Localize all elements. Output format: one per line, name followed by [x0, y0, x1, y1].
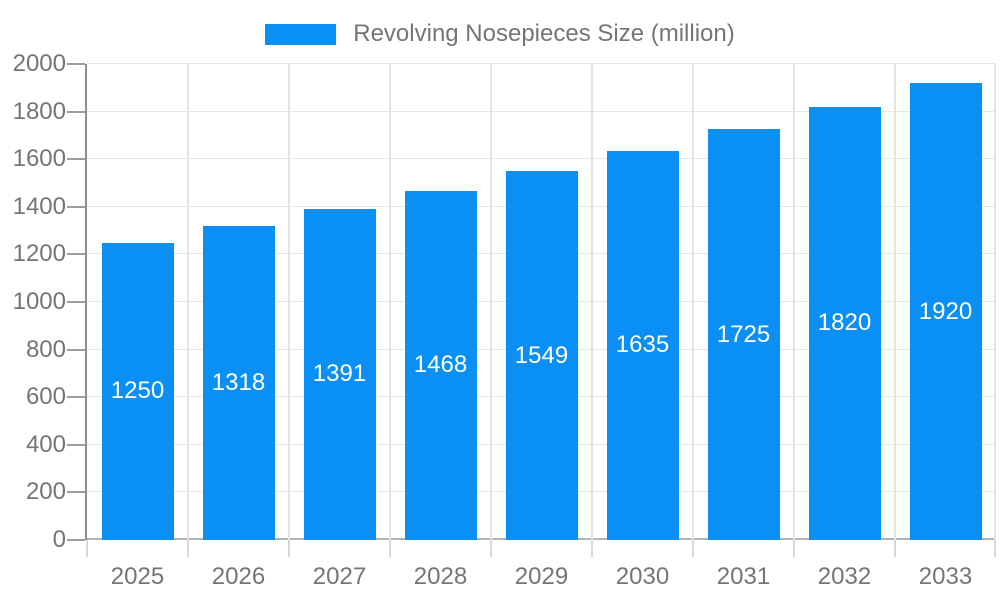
y-axis-tick-label: 1600 — [12, 145, 66, 173]
y-axis-tick-label: 800 — [25, 335, 66, 363]
y-axis-tick-label: 1200 — [12, 240, 66, 268]
x-axis-tick — [288, 540, 290, 557]
x-axis-tick — [994, 540, 996, 557]
bar-value-label: 1725 — [716, 320, 771, 348]
y-axis-tick — [67, 443, 85, 446]
bar[interactable]: 1725 — [707, 129, 780, 540]
bar[interactable]: 1250 — [101, 242, 174, 540]
y-axis-tick — [67, 301, 85, 303]
bar[interactable]: 1318 — [202, 226, 275, 540]
bar-value-label: 1820 — [817, 309, 872, 337]
bar-value-label: 1250 — [110, 377, 165, 405]
y-axis-tick-label: 2000 — [12, 50, 66, 77]
x-axis-tick — [591, 540, 593, 557]
x-axis-tick-label: 2027 — [312, 563, 367, 590]
y-axis-tick-label: 600 — [25, 383, 66, 411]
y-axis-tick-label: 1000 — [12, 288, 66, 315]
y-axis-tick — [67, 396, 85, 399]
bar-value-label: 1468 — [413, 351, 468, 379]
x-axis-tick — [86, 540, 88, 557]
x-axis-tick-label: 2026 — [211, 563, 266, 590]
y-axis-tick — [67, 63, 85, 65]
gridline-vertical — [692, 64, 694, 540]
y-axis-tick-label: 400 — [25, 430, 66, 458]
x-axis-tick — [692, 540, 694, 557]
bar[interactable]: 1920 — [909, 83, 982, 540]
y-axis-tick-label: 0 — [52, 526, 66, 553]
y-axis-tick — [67, 348, 85, 351]
y-axis-tick — [67, 205, 85, 208]
x-axis-tick — [894, 540, 896, 557]
y-axis-tick-label: 1400 — [12, 192, 66, 220]
y-axis-tick — [67, 491, 85, 494]
y-axis-tick — [67, 158, 85, 161]
bar[interactable]: 1820 — [808, 106, 881, 540]
gridline-vertical — [187, 64, 189, 540]
gridline-horizontal — [87, 63, 996, 64]
bar[interactable]: 1635 — [606, 150, 679, 540]
gridline-vertical — [591, 64, 593, 540]
x-axis-tick-label: 2025 — [110, 563, 165, 590]
bar[interactable]: 1468 — [404, 190, 477, 540]
legend[interactable]: Revolving Nosepieces Size (million) — [0, 20, 1000, 47]
bar-value-label: 1318 — [211, 369, 266, 397]
x-axis-tick — [187, 540, 189, 557]
x-axis-tick-label: 2028 — [413, 563, 468, 590]
y-axis-tick-label: 1800 — [12, 97, 66, 125]
gridline-vertical — [793, 64, 795, 540]
x-axis-tick-label: 2033 — [918, 563, 973, 590]
x-axis-tick-label: 2030 — [615, 563, 670, 590]
gridline-vertical — [994, 64, 996, 540]
bar-value-label: 1391 — [312, 360, 367, 388]
bar-value-label: 1549 — [514, 341, 569, 369]
bar[interactable]: 1391 — [303, 208, 376, 540]
x-axis-tick-label: 2029 — [514, 563, 569, 590]
y-axis-tick — [67, 253, 85, 256]
gridline-vertical — [288, 64, 290, 540]
gridline-vertical — [894, 64, 896, 540]
plot-area: 0 200 400 600 800 1000 1200 1400 1600 1800 2000 202… — [13, 50, 996, 590]
bar[interactable]: 1549 — [505, 171, 578, 540]
legend-label: Revolving Nosepieces Size (million) — [353, 20, 735, 47]
gridline-vertical — [389, 64, 391, 540]
x-axis-tick — [389, 540, 391, 557]
gridline-horizontal — [87, 158, 996, 160]
y-axis-line — [85, 64, 87, 540]
y-axis-tick-label: 200 — [25, 478, 66, 506]
x-axis-tick — [490, 540, 492, 557]
bar-value-label: 1635 — [615, 331, 670, 359]
y-axis-tick — [67, 110, 85, 113]
gridline-horizontal — [87, 110, 996, 112]
x-axis-tick-label: 2031 — [716, 563, 771, 590]
x-axis-tick-label: 2032 — [817, 563, 872, 590]
x-axis-tick — [793, 540, 795, 557]
bar-value-label: 1920 — [918, 297, 973, 325]
y-axis-tick — [67, 539, 85, 541]
gridline-vertical — [490, 64, 492, 540]
legend-swatch — [265, 23, 337, 45]
